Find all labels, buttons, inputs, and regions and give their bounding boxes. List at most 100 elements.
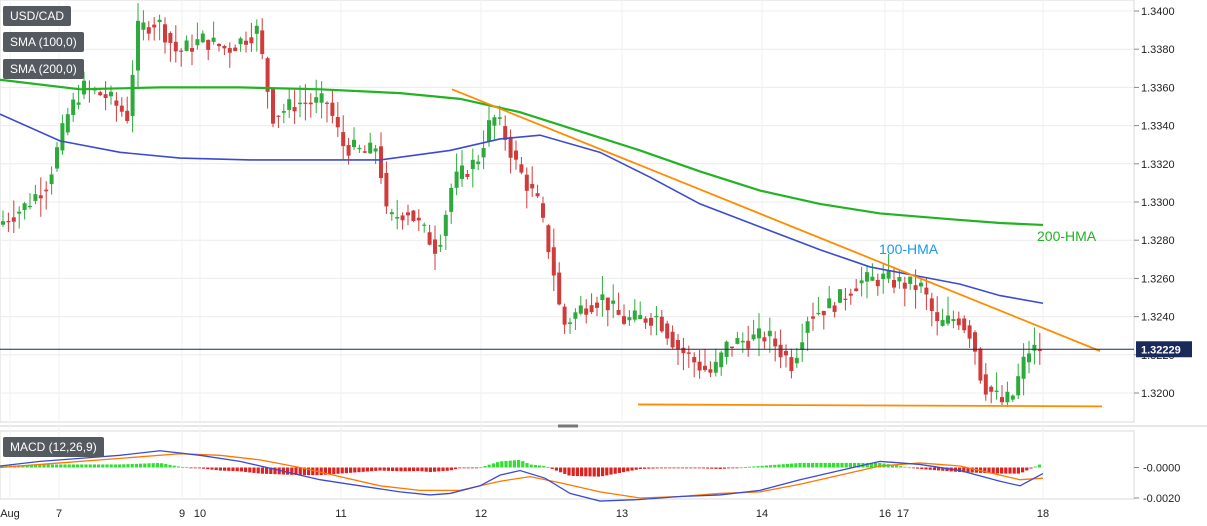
macd-panel-frame: [0, 430, 1135, 500]
macd-histogram-bar: [1033, 466, 1037, 468]
macd-histogram-bar: [983, 467, 987, 474]
macd-histogram-bar: [874, 462, 878, 468]
macd-histogram-bar: [676, 467, 680, 469]
candle-body: [38, 195, 43, 199]
macd-histogram-bar: [907, 467, 911, 469]
candle-body: [173, 41, 178, 52]
macd-histogram-bar: [391, 467, 395, 472]
macd-histogram-bar: [353, 467, 357, 473]
macd-histogram-bar: [689, 467, 693, 469]
candle-body: [562, 306, 567, 325]
candle-body: [254, 25, 259, 34]
support-line: [637, 403, 1103, 408]
macd-histogram-bar: [172, 465, 176, 468]
macd-histogram-bar: [609, 467, 613, 475]
macd-histogram-bar: [210, 467, 214, 470]
candle-body: [195, 39, 200, 46]
macd-histogram-bar: [601, 467, 605, 477]
macd-histogram-bar: [231, 467, 235, 472]
macd-histogram-bar: [865, 462, 869, 468]
candle-body: [292, 107, 297, 112]
candle-body: [994, 390, 999, 392]
y-tick-label: 1.3340: [1141, 121, 1175, 133]
macd-histogram-bar: [924, 467, 928, 470]
candle-body: [168, 33, 173, 43]
axes: 1.3400 1.3380 1.3360 1.3340 1.3320 1.3300 1.32…: [0, 6, 1192, 520]
macd-histogram-bar: [538, 465, 542, 468]
macd-histogram-bar: [529, 464, 533, 468]
candle-body: [778, 344, 783, 358]
macd-histogram-bar: [428, 467, 432, 473]
macd-histogram-bar: [269, 467, 273, 475]
macd-histogram-bar: [840, 462, 844, 468]
candle-body: [249, 37, 254, 44]
candle-body: [940, 320, 945, 326]
macd-histogram-bar: [827, 462, 831, 468]
macd-histogram-bar: [634, 467, 638, 470]
macd-histogram-bar: [941, 467, 945, 471]
macd-histogram-bar: [55, 464, 59, 468]
macd-histogram-bar: [294, 467, 298, 475]
candle-body: [568, 322, 572, 324]
macd-histogram-bar: [416, 467, 420, 472]
candle-body: [551, 247, 556, 276]
candle-body: [638, 314, 643, 320]
candle-body: [832, 305, 837, 312]
x-tick-label: 16: [879, 508, 891, 520]
macd-histogram-bar: [567, 467, 571, 476]
macd-histogram-bar: [596, 467, 600, 477]
macd-histogram-bar: [680, 467, 684, 469]
macd-histogram-bar: [399, 467, 403, 472]
macd-histogram-bar: [160, 463, 164, 468]
y-tick-label: 1.3380: [1141, 44, 1175, 56]
falling-trendline: [451, 88, 1101, 352]
candle-body: [616, 309, 621, 315]
candle-body: [865, 272, 869, 282]
macd-histogram-bar: [244, 467, 248, 472]
macd-histogram-bar: [265, 467, 269, 474]
macd-histogram-bar: [848, 462, 852, 468]
candle-body: [541, 203, 545, 218]
candle-body: [281, 111, 286, 113]
candle-body: [789, 357, 794, 372]
macd-histogram-bar: [693, 467, 697, 469]
candle-body: [319, 93, 324, 103]
candle-body: [1021, 356, 1026, 379]
macd-histogram-bar: [823, 462, 827, 468]
macd-histogram-bar: [525, 463, 529, 468]
macd-histogram-bar: [336, 467, 340, 474]
candle-body: [827, 298, 832, 309]
macd-histogram-bar: [34, 464, 38, 468]
macd-histogram-bar: [290, 467, 294, 475]
candle-body: [703, 365, 707, 371]
macd-histogram-bar: [811, 462, 815, 468]
candle-body: [670, 331, 675, 348]
candle-body: [676, 339, 680, 350]
macd-histogram-bar: [168, 464, 172, 468]
candle-body: [379, 146, 383, 179]
candle-body: [211, 37, 216, 42]
macd-histogram-bar: [580, 467, 584, 477]
candle-body: [146, 27, 151, 34]
candle-body: [465, 174, 470, 177]
grid: [0, 0, 1207, 500]
candle-body: [416, 217, 421, 221]
macd-histogram-bar: [806, 462, 810, 468]
macd-histogram-bar: [454, 467, 458, 470]
candle-body: [136, 20, 140, 71]
candle-body: [697, 361, 702, 371]
macd-histogram-bar: [869, 462, 873, 468]
candle-body: [222, 46, 227, 49]
candle-body: [163, 24, 167, 43]
macd-histogram-bar: [1004, 467, 1008, 474]
candle-body: [751, 334, 756, 340]
macd-histogram-bar: [970, 467, 974, 473]
macd-histogram-bar: [407, 467, 411, 472]
candle-body: [767, 330, 772, 337]
macd-histogram-bar: [38, 464, 42, 468]
candles: [1, 3, 1042, 407]
macd-histogram-bar: [832, 462, 836, 468]
candle-body: [784, 350, 788, 356]
candle-body: [454, 171, 459, 188]
macd-histogram-bar: [424, 467, 428, 472]
